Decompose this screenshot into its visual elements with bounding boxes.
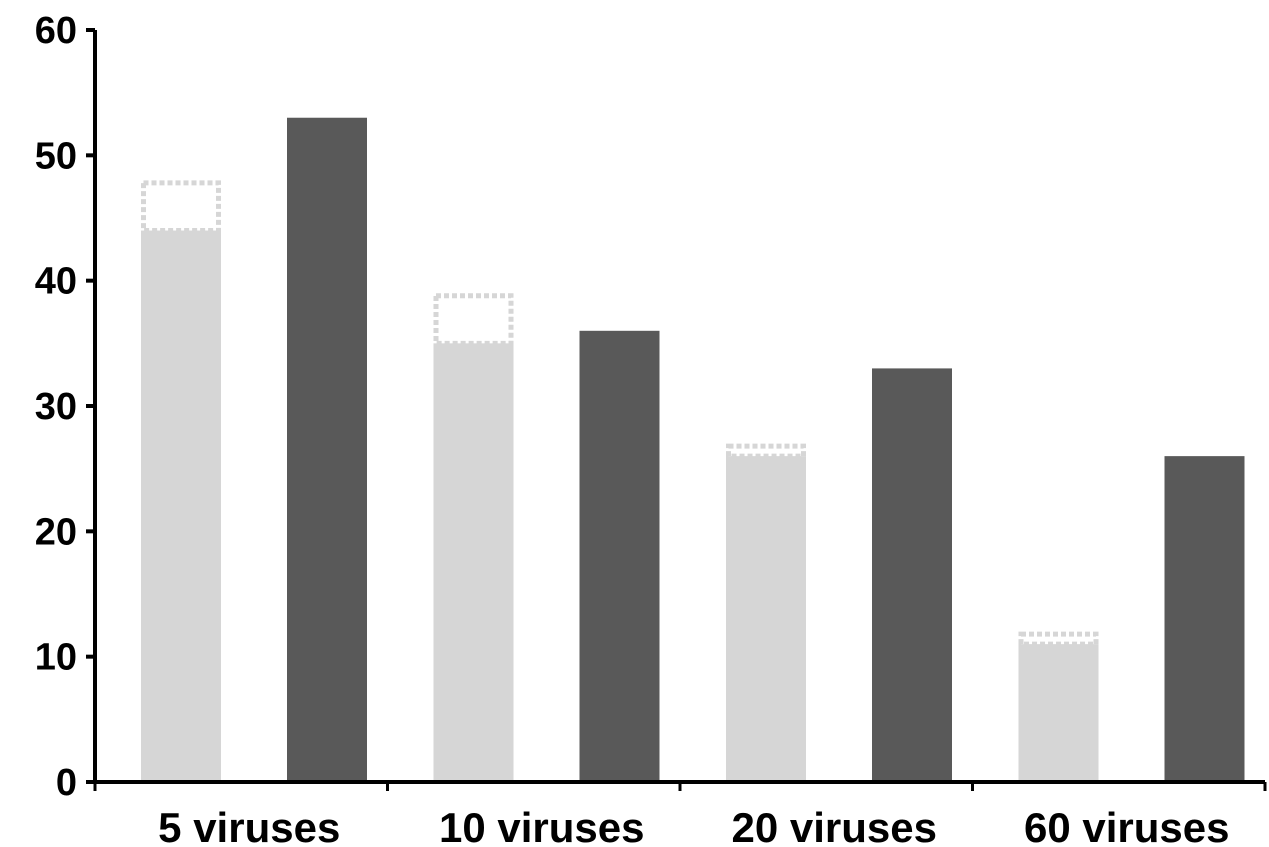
bar-series-2-3 xyxy=(872,368,952,782)
y-tick-label-10: 10 xyxy=(35,637,77,679)
bar-extension-1 xyxy=(141,180,221,234)
category-label-3: 20 viruses xyxy=(732,804,938,847)
bars-layer xyxy=(141,117,1245,783)
y-tick-label-50: 50 xyxy=(35,135,77,177)
bar-series-1-3 xyxy=(726,456,806,782)
y-tick-label-0: 0 xyxy=(56,762,77,804)
y-tick-label-60: 60 xyxy=(35,10,77,52)
bar-series-1-4 xyxy=(1018,644,1099,782)
bar-series-2-1 xyxy=(287,117,367,782)
labels-layer: 0 10 20 30 40 50 60 5 viruses 10 viruses 20 virus… xyxy=(35,10,1230,847)
bar-series-1-1 xyxy=(141,230,221,783)
y-tick-label-20: 20 xyxy=(35,511,77,553)
y-tick-label-30: 30 xyxy=(35,386,77,428)
y-tick-label-40: 40 xyxy=(35,261,77,303)
bar-series-2-4 xyxy=(1164,456,1245,782)
category-label-1: 5 viruses xyxy=(158,804,340,847)
bar-extension-4 xyxy=(1018,631,1099,647)
bar-extension-2 xyxy=(433,293,514,346)
axes-layer xyxy=(86,28,1267,791)
category-label-2: 10 viruses xyxy=(439,804,645,847)
category-label-4: 60 viruses xyxy=(1024,804,1230,847)
bar-extension-3 xyxy=(726,443,806,459)
bar-series-1-2 xyxy=(433,343,514,782)
bar-series-2-2 xyxy=(579,330,660,782)
